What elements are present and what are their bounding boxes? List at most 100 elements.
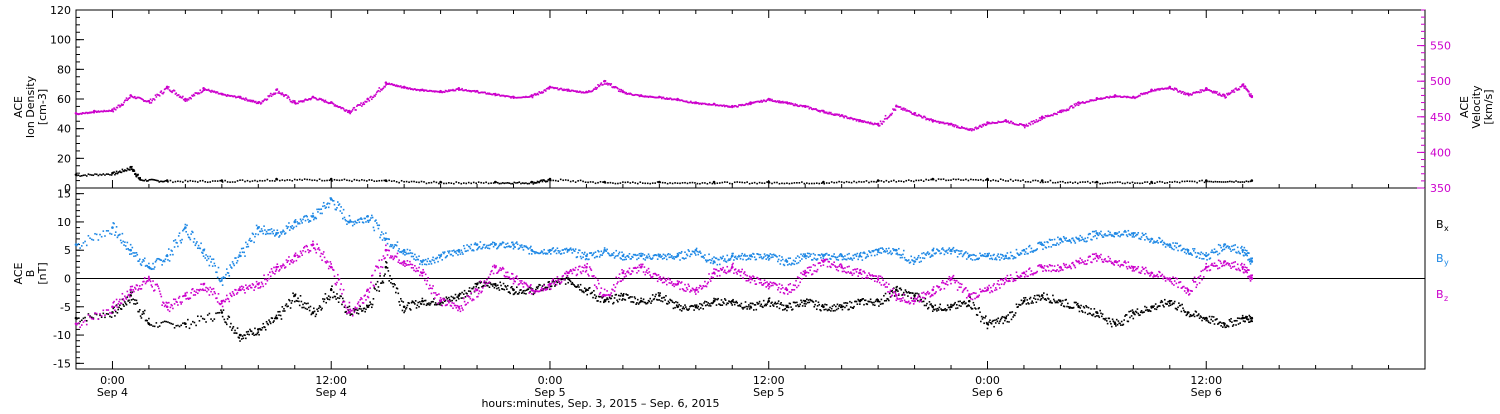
b-bx-series-dot [400,298,402,300]
b-by-series-dot [268,233,270,235]
b-by-series-dot [745,255,747,257]
b-by-series-dot [866,256,868,258]
density-series-dot [630,182,632,184]
b-bx-series-dot [816,308,818,310]
b-by-series-dot [265,233,267,235]
density-series-dot [388,180,390,182]
b-bx-series-dot [291,302,293,304]
density-series-dot [903,181,905,183]
b-by-series-dot [1042,248,1044,250]
density-series-dot [1129,182,1131,184]
b-bx-series-dot [1205,320,1207,322]
density-series-dot [642,182,644,184]
density-series-point [1096,181,1099,184]
b-bx-series-dot [978,307,980,309]
density-series-dot [523,183,525,185]
density-series-dot [1099,183,1101,185]
density-series-dot [1184,181,1186,183]
b-by-series-dot [843,258,845,260]
b-bx-series-dot [607,299,609,301]
b-bx-series-dot [419,301,421,303]
b-bx-series-dot [299,305,301,307]
b-by-series-dot [349,215,351,217]
b-bx-series-dot [789,303,791,305]
b-bx-series-dot [119,304,121,306]
density-series-dot [861,181,863,183]
density-series-dot [1181,181,1183,183]
b-by-series-dot [96,234,98,236]
b-by-series-dot [1062,241,1064,243]
density-series-dot [692,182,694,184]
density-series-dot [443,183,445,185]
b-by-series-dot [383,233,385,235]
b-bx-series-dot [980,321,982,323]
b-by-series-dot [799,257,801,259]
b-by-series-dot [778,259,780,261]
density-series-dot [199,180,201,182]
b-by-series-dot [380,234,382,236]
velocity-series-dot [366,101,368,103]
density-series-dot [978,179,980,181]
density-series-dot [458,182,460,184]
density-series-dot [281,179,283,181]
b-bx-series-dot [86,320,88,322]
b-bx-series-dot [257,331,259,333]
density-series-dot [1132,182,1134,184]
b-bx-series-dot [1079,311,1081,313]
b-bx-series-dot [1220,325,1222,327]
b-by-series-dot [1098,235,1100,237]
b-bx-series-dot [1116,319,1118,321]
b-by-series-dot [566,248,568,250]
b-by-series-dot [704,254,706,256]
density-series-dot [734,181,736,183]
density-series-dot [504,183,506,185]
b-by-series-dot [185,231,187,233]
density-series-dot [682,182,684,184]
b-bx-series-dot [900,287,902,289]
b-by-series-dot [1072,237,1074,239]
b-by-series-dot [880,247,882,249]
b-by-series-dot [712,258,714,260]
density-series-dot [334,179,336,181]
b-bx-series-point [275,317,278,320]
density-series-dot [381,180,383,182]
b-bx-series-dot [461,292,463,294]
b-by-series-dot [790,264,792,266]
density-series-dot [791,182,793,184]
velocity-series-dot [1069,107,1071,109]
b-by-series-dot [106,230,108,232]
b-bx-series-dot [930,303,932,305]
b-bx-series-dot [308,307,310,309]
b-bx-series-dot [305,308,307,310]
velocity-series-dot [1078,104,1080,106]
b-by-series-dot [793,260,795,262]
velocity-series-point [512,96,515,99]
b-bx-series-dot [207,314,209,316]
b-by-series-dot [261,228,263,230]
b-bx-series-dot [1020,304,1022,306]
b-bx-series-dot [190,324,192,326]
b-by-series-dot [217,277,219,279]
b-by-series-dot [943,249,945,251]
velocity-series-dot [383,87,385,89]
b-bx-series-dot [427,304,429,306]
velocity-series-dot [363,102,365,104]
b-by-series-dot [198,245,200,247]
b-bx-series-point [859,300,862,303]
b-bx-series-dot [924,305,926,307]
b-by-series-dot [896,252,898,254]
b-by-series-dot [353,221,355,223]
b-by-series-dot [237,260,239,262]
b-by-series-dot [430,261,432,263]
b-bx-series-point [421,300,424,303]
velocity-series-dot [532,97,534,99]
density-series-dot [126,170,128,172]
b-by-series-dot [781,256,783,258]
b-by-series-dot [629,253,631,255]
velocity-series-dot [1065,110,1067,112]
b-by-series-dot [488,245,490,247]
b-bx-series-dot [620,293,622,295]
density-series-dot [378,180,380,182]
velocity-series-dot [210,91,212,93]
b-by-series-dot [1060,242,1062,244]
